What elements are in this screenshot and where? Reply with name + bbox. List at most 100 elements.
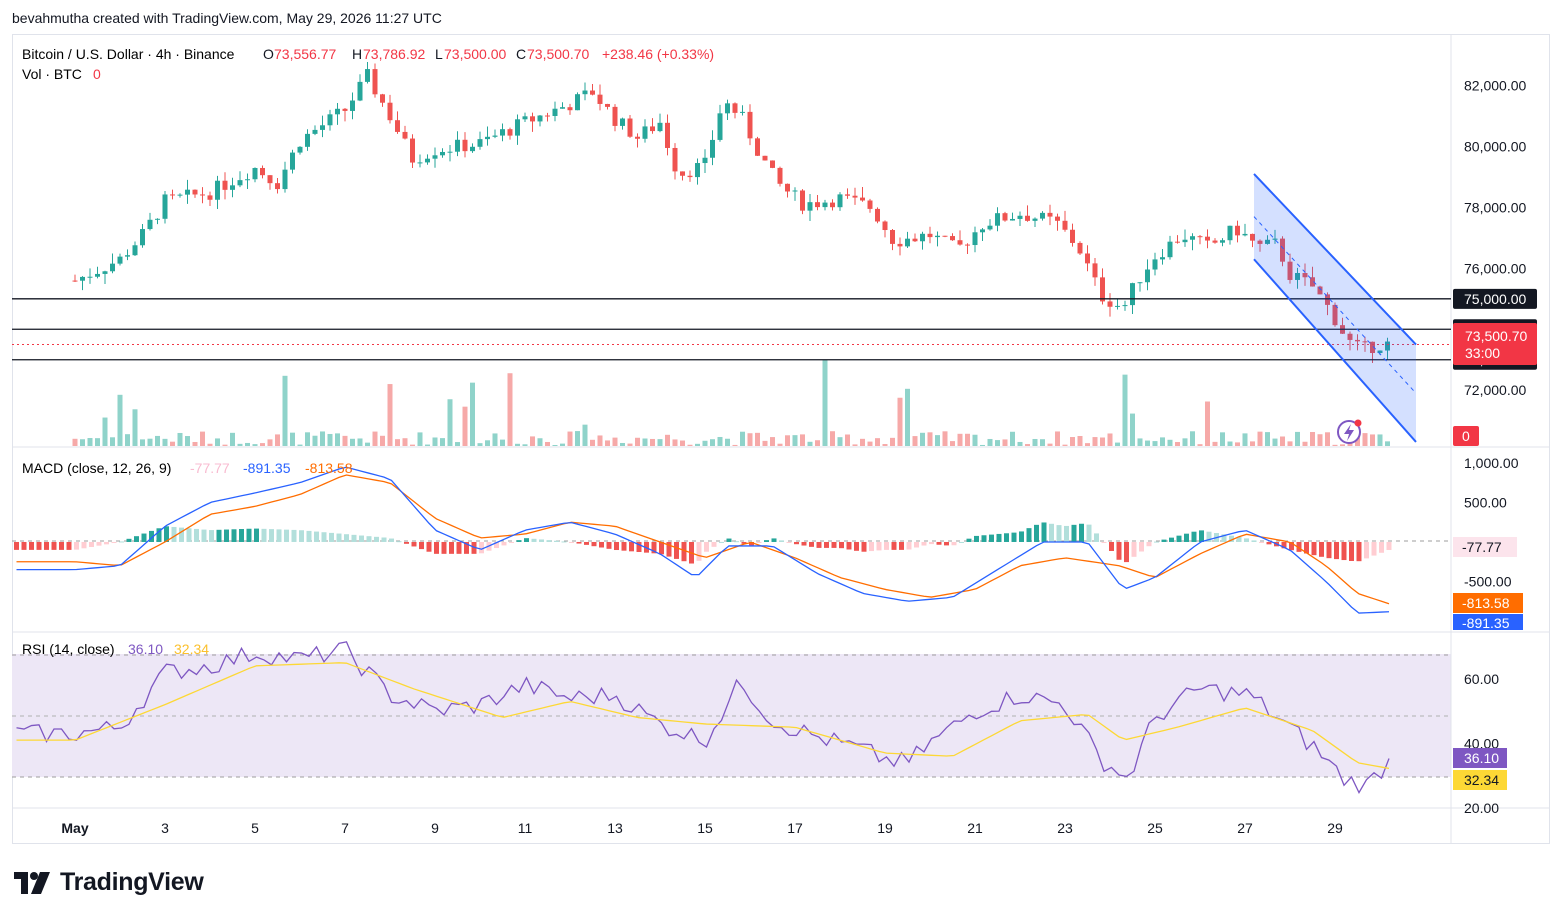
macd-histogram-bar: [1341, 541, 1347, 561]
macd-histogram-bar: [606, 541, 612, 549]
candle-body: [267, 175, 273, 184]
volume-bar: [162, 438, 168, 446]
volume-bar: [410, 444, 415, 446]
legend-symbol: Bitcoin / U.S. Dollar · 4h · Binance: [22, 46, 235, 62]
macd-axis-label: 1,000.00: [1464, 455, 1519, 471]
macd-histogram-bar: [119, 541, 124, 543]
candle-body: [470, 146, 475, 152]
macd-histogram-bar: [936, 541, 942, 545]
macd-legend-signal: -813.58: [305, 460, 353, 476]
macd-histogram-bar: [681, 541, 687, 562]
candle-body: [912, 238, 918, 242]
volume-bar: [845, 434, 850, 446]
macd-histogram-bar: [929, 541, 934, 545]
volume-bar: [522, 444, 528, 446]
candle-body: [1295, 272, 1300, 280]
candle-body: [230, 185, 235, 190]
volume-bar: [140, 439, 145, 446]
macd-histogram-bar: [246, 528, 252, 542]
macd-histogram-bar: [554, 540, 559, 542]
time-axis-label: 29: [1327, 820, 1343, 836]
price-axis-label: 76,000.00: [1464, 260, 1526, 276]
candle-body: [110, 263, 115, 272]
macd-histogram-bar: [756, 541, 762, 543]
tradingview-brand[interactable]: TradingView: [14, 868, 204, 897]
candle-body: [1092, 263, 1098, 278]
macd-histogram-bar: [921, 541, 927, 546]
volume-bar: [357, 438, 363, 446]
volume-bar: [552, 444, 558, 446]
candle-body: [702, 157, 708, 164]
macd-histogram-bar: [659, 541, 664, 555]
volume-bar: [125, 434, 130, 446]
macd-histogram-bar: [404, 541, 409, 544]
volume-bar: [282, 375, 288, 446]
rsi-badge: 36.10: [1453, 748, 1507, 768]
candle-body: [275, 183, 280, 190]
volume-bar: [800, 434, 805, 446]
candle-body: [650, 126, 655, 132]
volume-bar: [95, 438, 100, 446]
candle-body: [1287, 261, 1293, 280]
candle-body: [1130, 283, 1135, 306]
candle-body: [455, 139, 460, 152]
macd-histogram-bar: [1131, 541, 1137, 557]
rsi-axis-label: 20.00: [1464, 800, 1499, 816]
volume-bar: [965, 433, 970, 446]
volume-bar: [1205, 401, 1210, 446]
macd-histogram-bar: [1386, 541, 1392, 550]
macd-histogram-bar: [201, 529, 207, 542]
candle-body: [477, 139, 483, 147]
macd-histogram-bar: [696, 541, 702, 561]
volume-bar: [1265, 432, 1270, 446]
volume-bar: [1167, 439, 1173, 446]
macd-histogram-bar: [1289, 541, 1294, 551]
macd-histogram-bar: [456, 541, 462, 554]
macd-histogram-bar: [441, 541, 447, 554]
macd-histogram-bar: [801, 541, 807, 546]
volume-bar: [1220, 432, 1225, 446]
volume-bar: [777, 443, 783, 446]
current-price-badge: 73,500.70 33:00: [1453, 323, 1537, 365]
volume-bar: [365, 442, 370, 446]
macd-histogram-bar: [981, 535, 987, 542]
candle-body: [140, 229, 145, 246]
macd-legend-macd: -891.35: [243, 460, 291, 476]
macd-histogram-bar: [314, 531, 319, 542]
macd-histogram-bar: [216, 529, 222, 542]
macd-histogram-bar: [524, 538, 529, 542]
volume-bar: [395, 439, 400, 446]
candle-body: [155, 218, 160, 220]
lightning-icon[interactable]: [1337, 419, 1362, 444]
volume-bar: [537, 438, 543, 446]
legend-low: 73,500.00: [444, 46, 506, 62]
volume-bar: [1310, 432, 1315, 446]
macd-histogram-bar: [351, 534, 357, 542]
volume-bar: [702, 440, 708, 446]
candle-body: [1370, 341, 1375, 354]
volume-bar: [320, 431, 325, 446]
volume-bar: [897, 397, 903, 446]
candle-body: [1047, 212, 1053, 217]
macd-line-badge: -891.35: [1453, 614, 1523, 631]
volume-bar: [1040, 439, 1045, 446]
macd-histogram-bar: [546, 540, 552, 542]
candle-body: [1182, 239, 1188, 243]
volume-bar: [1227, 441, 1233, 446]
macd-histogram-bar: [824, 541, 829, 548]
volume-bar: [927, 432, 933, 446]
candle-body: [410, 138, 415, 163]
candle-body: [897, 243, 903, 247]
macd-histogram-bar: [1004, 533, 1009, 542]
volume-bar: [275, 434, 280, 446]
candle-body: [972, 232, 978, 246]
candle-body: [485, 136, 490, 140]
macd-histogram-bar: [741, 541, 747, 544]
macd-histogram-bar: [816, 541, 822, 548]
candle-body: [1355, 339, 1360, 342]
volume-bar: [567, 431, 573, 446]
macd-histogram-bar: [111, 541, 117, 544]
volume-bar: [875, 438, 880, 446]
volume-bar: [147, 438, 153, 446]
